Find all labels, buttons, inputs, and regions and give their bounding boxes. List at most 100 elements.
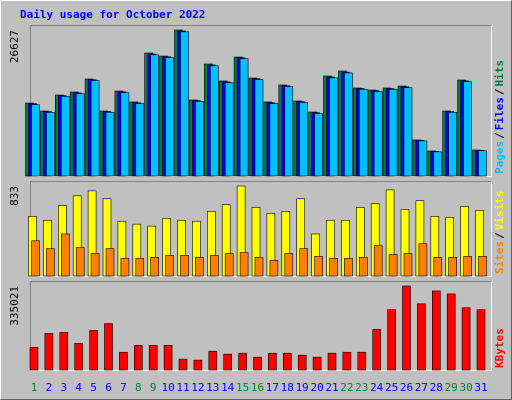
x-tick-label: 23: [355, 381, 368, 394]
bar: [448, 257, 458, 277]
x-tick-label: 4: [75, 381, 82, 394]
y-tick-label: 335021: [8, 286, 21, 326]
bar: [195, 257, 204, 277]
bar: [29, 346, 39, 371]
bar: [403, 87, 413, 177]
bar: [329, 77, 338, 177]
bar: [74, 343, 83, 371]
bar: [180, 255, 189, 277]
x-tick-label: 12: [191, 381, 204, 394]
x-tick-label: 9: [150, 381, 157, 394]
bar: [44, 333, 54, 371]
bar: [165, 57, 174, 177]
bar: [148, 344, 158, 371]
bar: [418, 243, 428, 277]
bar: [75, 247, 85, 277]
bar: [224, 82, 234, 177]
bar: [372, 329, 382, 371]
bar: [329, 258, 338, 277]
bar: [208, 350, 218, 371]
x-tick-label: 14: [221, 381, 235, 394]
legend: KBytes: [493, 328, 506, 368]
bar: [314, 256, 323, 277]
bar: [284, 86, 294, 177]
bar: [134, 344, 143, 371]
bar: [165, 255, 174, 277]
y-tick-label: 833: [8, 186, 21, 206]
bar: [31, 104, 40, 177]
x-tick-label: 31: [474, 381, 487, 394]
x-tick-label: 8: [135, 381, 142, 394]
bar: [478, 256, 487, 277]
y-tick-label: 26627: [8, 30, 21, 63]
bar: [163, 344, 173, 371]
bar: [373, 245, 383, 277]
x-tick-label: 3: [60, 381, 67, 394]
bar: [193, 359, 203, 371]
bar: [269, 260, 279, 277]
x-tick-label: 29: [445, 381, 458, 394]
bar: [210, 255, 219, 277]
bar: [239, 58, 249, 177]
bar: [210, 65, 219, 177]
bar: [417, 303, 426, 371]
bar: [344, 72, 353, 177]
legend-separator: /: [493, 232, 506, 239]
bar: [254, 79, 264, 177]
bar: [448, 112, 458, 177]
bar: [120, 258, 130, 277]
x-tick-label: 22: [340, 381, 353, 394]
bar: [180, 31, 189, 177]
bar: [463, 81, 472, 177]
bar: [150, 257, 159, 277]
bar: [282, 352, 292, 371]
x-tick-label: 26: [400, 381, 413, 394]
bar: [387, 309, 396, 371]
bar: [120, 92, 130, 177]
bar: [59, 332, 69, 371]
legend-entry: KBytes: [493, 328, 506, 368]
legend-separator: /: [493, 88, 506, 95]
chart-title: Daily usage for October 2022: [20, 8, 205, 21]
x-tick-label: 21: [325, 381, 338, 394]
panel-border: [30, 281, 492, 371]
legend: Sites /Visits: [493, 191, 506, 275]
bar: [239, 252, 249, 277]
bar: [60, 96, 70, 177]
x-tick-label: 17: [266, 381, 279, 394]
legend-entry: Hits: [493, 60, 506, 87]
bar: [119, 351, 128, 371]
bar: [433, 257, 443, 277]
bar: [314, 113, 323, 177]
bar: [388, 254, 398, 277]
x-tick-label: 16: [251, 381, 264, 394]
bar: [178, 358, 188, 371]
bar: [150, 54, 159, 177]
bar: [312, 356, 322, 371]
bar: [46, 248, 55, 277]
bar: [373, 91, 383, 177]
bar: [463, 256, 472, 277]
bar: [358, 89, 368, 177]
bar: [357, 351, 367, 371]
x-tick-label: 19: [296, 381, 309, 394]
legend-entry: Visits: [493, 191, 506, 231]
bar: [431, 290, 441, 371]
bar: [269, 103, 279, 177]
bar: [89, 330, 98, 371]
bar: [195, 101, 204, 177]
panel-border: [30, 281, 492, 371]
bar: [358, 257, 368, 277]
x-tick-label: 25: [385, 381, 398, 394]
legend: Pages/Files/Hits: [493, 60, 506, 174]
bar: [344, 258, 353, 277]
bar: [327, 352, 337, 371]
x-tick-label: 2: [46, 381, 53, 394]
bar: [461, 307, 471, 371]
bar: [284, 253, 294, 277]
x-tick-label: 24: [370, 381, 384, 394]
bar: [75, 93, 85, 177]
bar: [90, 80, 100, 177]
